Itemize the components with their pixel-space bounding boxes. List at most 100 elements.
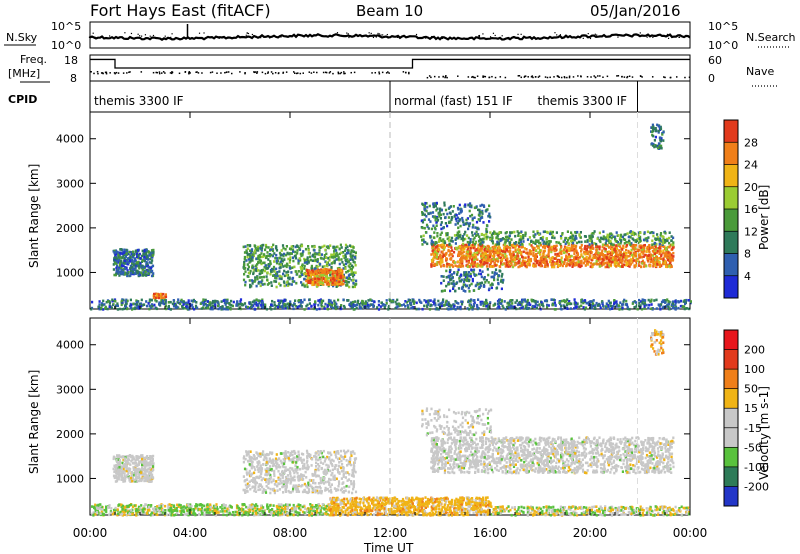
echo-cell bbox=[637, 231, 640, 235]
echo-cell bbox=[606, 233, 609, 237]
echo-cell bbox=[657, 238, 660, 241]
echo-cell bbox=[540, 301, 543, 304]
echo-cell bbox=[323, 305, 326, 309]
echo-cell bbox=[478, 250, 481, 253]
echo-cell bbox=[437, 299, 440, 303]
echo-cell bbox=[602, 235, 605, 238]
echo-cell bbox=[617, 243, 620, 246]
echo-cell bbox=[306, 276, 310, 279]
echo-cell bbox=[545, 259, 548, 262]
echo-cell bbox=[575, 261, 578, 264]
echo-cell bbox=[329, 299, 332, 302]
echo-cell bbox=[454, 308, 457, 311]
echo-cell bbox=[137, 254, 140, 257]
echo-cell bbox=[654, 258, 657, 261]
echo-cell bbox=[679, 304, 682, 308]
echo-cell bbox=[506, 257, 509, 261]
echo-cell bbox=[471, 243, 474, 247]
echo-cell bbox=[132, 302, 135, 306]
echo-cell bbox=[472, 299, 475, 302]
echo-cell bbox=[142, 265, 145, 269]
power-panel-frame bbox=[89, 111, 691, 310]
echo-cell bbox=[307, 245, 310, 248]
nsearch-point bbox=[368, 32, 370, 34]
echo-cell bbox=[537, 251, 541, 254]
echo-cell bbox=[433, 226, 436, 230]
echo-cell bbox=[504, 308, 507, 311]
echo-cell bbox=[603, 247, 606, 250]
echo-cell bbox=[672, 241, 675, 244]
echo-cell bbox=[607, 304, 610, 307]
nave-point bbox=[504, 76, 507, 79]
echo-cell bbox=[548, 260, 551, 264]
echo-cell bbox=[522, 234, 525, 237]
echo-cell bbox=[297, 258, 300, 262]
echo-cell bbox=[273, 303, 276, 307]
echo-cell bbox=[546, 245, 550, 248]
echo-cell bbox=[536, 244, 539, 248]
echo-cell bbox=[251, 264, 254, 268]
echo-cell bbox=[479, 243, 482, 246]
echo-cell bbox=[503, 300, 506, 303]
echo-cell bbox=[432, 248, 435, 252]
echo-cell bbox=[338, 282, 341, 285]
echo-cell bbox=[630, 248, 633, 252]
echo-cell bbox=[648, 249, 651, 253]
echo-cell bbox=[548, 240, 551, 243]
cpid-segment-label: normal (fast) 151 IF bbox=[394, 94, 513, 108]
echo-cell bbox=[605, 307, 608, 310]
echo-cell bbox=[252, 268, 255, 271]
echo-cell bbox=[319, 246, 322, 249]
echo-cell bbox=[349, 262, 352, 265]
echo-cell bbox=[471, 241, 474, 244]
echo-cell bbox=[528, 242, 531, 246]
echo-cell bbox=[454, 242, 457, 245]
echo-cell bbox=[584, 252, 587, 256]
echo-cell bbox=[332, 277, 335, 280]
echo-cell bbox=[508, 237, 511, 240]
echo-cell bbox=[257, 269, 260, 272]
echo-cell bbox=[509, 246, 512, 250]
echo-cell bbox=[327, 276, 331, 280]
nsearch-point bbox=[375, 36, 377, 38]
echo-cell bbox=[548, 256, 551, 260]
echo-cell bbox=[432, 247, 435, 250]
echo-cell bbox=[489, 259, 492, 262]
echo-cell bbox=[662, 245, 665, 248]
echo-cell bbox=[439, 260, 443, 264]
echo-cell bbox=[528, 260, 531, 263]
echo-cell bbox=[662, 249, 665, 252]
echo-cell bbox=[423, 240, 426, 244]
echo-cell bbox=[458, 219, 461, 223]
echo-cell bbox=[313, 252, 316, 255]
echo-cell bbox=[147, 264, 150, 268]
echo-cell bbox=[264, 269, 267, 273]
echo-cell bbox=[345, 276, 349, 279]
echo-cell bbox=[423, 226, 426, 230]
echo-cell bbox=[527, 252, 531, 255]
echo-cell bbox=[449, 252, 452, 256]
echo-cell bbox=[440, 265, 443, 268]
echo-cell bbox=[664, 248, 668, 251]
echo-cell bbox=[136, 248, 139, 252]
echo-cell bbox=[130, 270, 133, 273]
nave-point bbox=[97, 72, 99, 75]
echo-cell bbox=[606, 265, 609, 269]
echo-cell bbox=[144, 270, 147, 274]
echo-cell bbox=[517, 259, 521, 263]
echo-cell bbox=[540, 264, 543, 268]
echo-cell bbox=[632, 259, 635, 262]
nsky-label: N.Sky bbox=[6, 31, 38, 44]
echo-cell bbox=[509, 231, 512, 234]
echo-cell bbox=[604, 236, 607, 239]
echo-cell bbox=[649, 256, 652, 260]
echo-cell bbox=[372, 305, 375, 308]
echo-cell bbox=[588, 236, 591, 240]
echo-cell bbox=[261, 306, 265, 309]
echo-cell bbox=[260, 249, 263, 252]
echo-cell bbox=[647, 246, 650, 249]
echo-cell bbox=[590, 303, 593, 307]
echo-cell bbox=[100, 302, 104, 305]
echo-cell bbox=[472, 238, 475, 241]
echo-cell bbox=[480, 263, 483, 266]
